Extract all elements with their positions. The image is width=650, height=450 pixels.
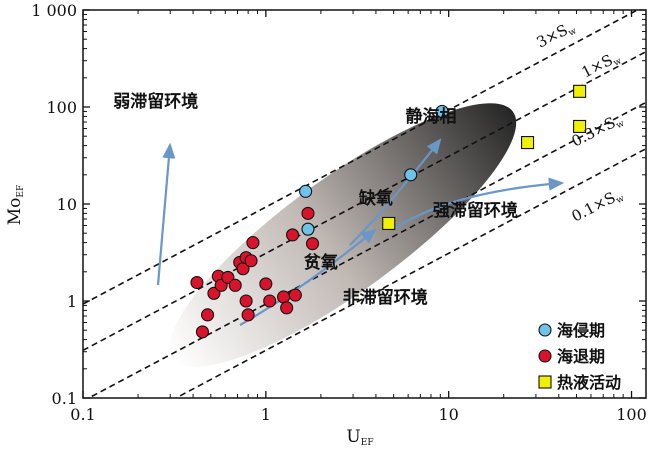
point-series-0-3 (435, 104, 449, 118)
x-axis-title-main: U (346, 427, 360, 447)
ref-line-label-3: 0.1×Sw (569, 185, 627, 228)
y-tick-label-3: 100 (46, 98, 77, 117)
y-axis-title-main: Mo (5, 198, 25, 226)
ref-line-label-2: 0.3×Sw (569, 110, 627, 153)
point-series-2-0 (382, 216, 396, 231)
legend-label-1: 海退期 (557, 347, 605, 366)
x-tick-label-2: 10 (439, 405, 459, 424)
x-tick-label-1: 1 (261, 405, 271, 424)
point-series-1-21 (301, 206, 315, 220)
x-tick-label-3: 100 (616, 405, 647, 424)
point-series-0-2 (404, 168, 418, 182)
point-series-1-17 (277, 290, 291, 304)
point-series-1-19 (286, 228, 300, 242)
ref-line-label-1: 1×Sw (579, 47, 624, 83)
zone-label-4: 贫氧 (303, 252, 338, 273)
zone-label-3: 强滞留环境 (433, 200, 518, 221)
legend-label-0: 海侵期 (557, 321, 605, 340)
point-series-2-3 (573, 119, 587, 134)
weak-trap-arrow (156, 142, 176, 286)
point-series-1-15 (259, 277, 273, 291)
legend-marker-0 (538, 323, 552, 337)
point-series-1-20 (288, 288, 302, 302)
legend-marker-1 (538, 349, 552, 363)
point-series-1-18 (280, 301, 294, 315)
zone-label-0: 弱滞留环境 (113, 91, 198, 112)
point-series-1-0 (190, 275, 204, 290)
x-tick-label-0: 0.1 (70, 405, 95, 424)
ref-line-label-0: 3×Sw (534, 17, 579, 53)
point-series-2-1 (521, 136, 535, 150)
point-series-1-7 (228, 278, 242, 292)
legend-marker-2 (538, 375, 552, 389)
zone-label-5: 非滞留环境 (343, 287, 428, 308)
zone-label-2: 缺氧 (359, 188, 393, 209)
y-tick-label-4: 1 000 (31, 1, 77, 20)
point-series-1-11 (244, 254, 258, 268)
point-series-1-14 (241, 308, 255, 322)
strong-trap-arrow (394, 177, 565, 229)
y-tick-label-2: 10 (57, 195, 77, 214)
point-series-1-16 (263, 294, 277, 308)
point-series-1-22 (305, 237, 320, 251)
point-series-2-2 (573, 84, 587, 98)
y-axis-title-sub: EF (16, 185, 26, 198)
anoxic-arrow (349, 138, 442, 246)
point-series-1-6 (221, 270, 235, 284)
x-axis-title: UEF (346, 427, 373, 448)
y-tick-label-0: 0.1 (52, 389, 77, 408)
x-axis-title-sub: EF (361, 438, 374, 448)
point-series-0-0 (299, 184, 313, 198)
point-series-1-12 (246, 236, 260, 250)
legend-label-2: 热液活动 (557, 373, 621, 392)
zone-label-1: 静海相 (405, 106, 456, 127)
point-series-1-1 (195, 325, 209, 339)
point-series-0-1 (301, 222, 315, 236)
point-series-1-3 (207, 286, 221, 300)
point-series-1-2 (201, 308, 215, 322)
trend-field (169, 103, 517, 367)
y-tick-label-1: 1 (67, 292, 77, 311)
y-axis-title: MoEF (5, 185, 26, 225)
point-series-1-13 (239, 294, 253, 308)
